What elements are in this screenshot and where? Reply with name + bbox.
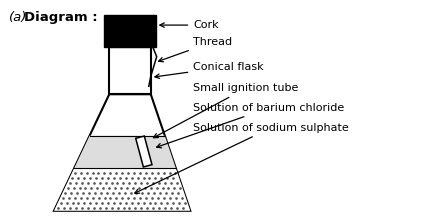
Polygon shape [54,168,190,211]
Bar [109,47,151,94]
Polygon shape [136,136,152,167]
Text: Conical flask: Conical flask [155,62,264,78]
Text: (a): (a) [8,11,27,24]
Text: Thread: Thread [159,37,233,62]
Text: Solution of sodium sulphate: Solution of sodium sulphate [135,123,349,193]
Polygon shape [74,136,176,168]
Text: Diagram :: Diagram : [24,11,98,24]
Text: Cork: Cork [160,20,219,30]
Text: Small ignition tube: Small ignition tube [154,83,299,138]
Text: Solution of barium chloride: Solution of barium chloride [157,103,344,148]
Bar [104,15,156,47]
Polygon shape [54,94,190,211]
